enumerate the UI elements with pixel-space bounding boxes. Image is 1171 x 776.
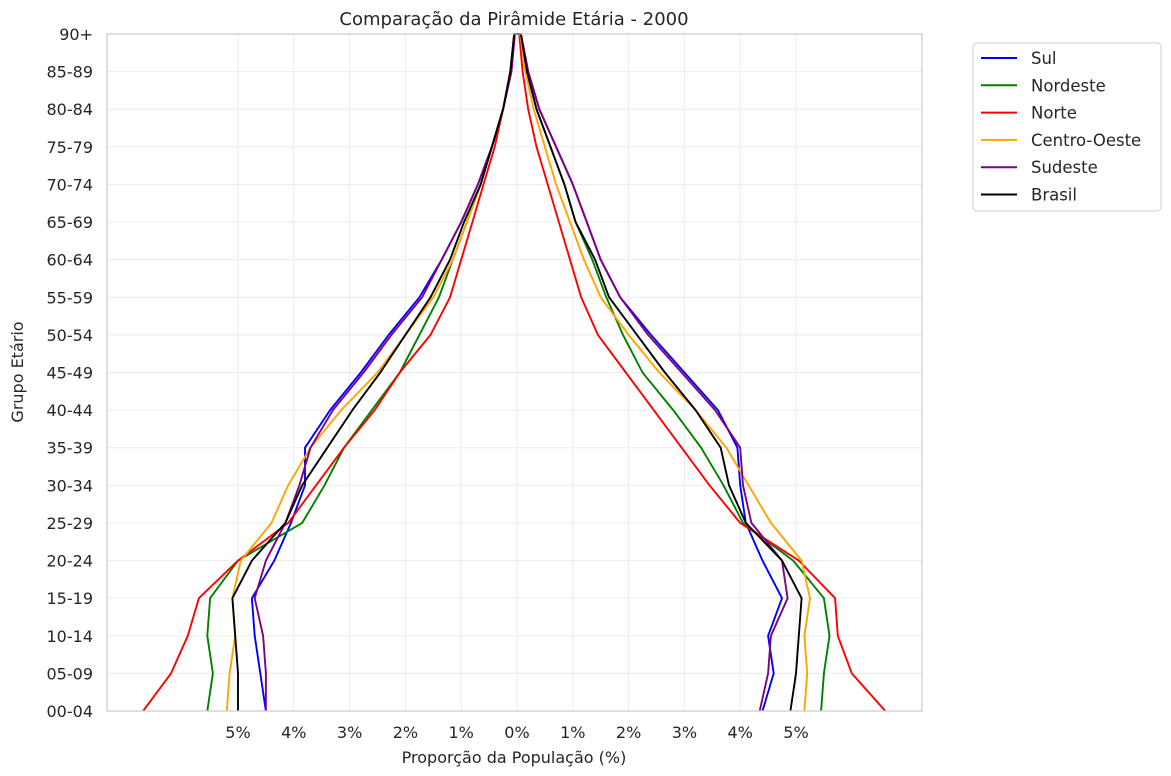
y-tick-label: 15-19 <box>47 589 94 608</box>
x-tick-label: 2% <box>393 723 418 742</box>
y-tick-label: 00-04 <box>47 702 94 721</box>
x-tick-label: 3% <box>337 723 362 742</box>
legend-label: Nordeste <box>1031 76 1106 95</box>
x-tick-label: 4% <box>728 723 753 742</box>
x-axis-title: Proporção da População (%) <box>402 748 627 767</box>
y-tick-label: 65-69 <box>47 213 94 232</box>
y-tick-label: 80-84 <box>47 100 94 119</box>
legend-label: Sudeste <box>1031 158 1098 177</box>
y-tick-label: 90+ <box>59 25 93 44</box>
legend-box <box>972 42 1162 212</box>
plot-frame <box>106 33 923 712</box>
y-tick-label: 35-39 <box>47 439 94 458</box>
y-tick-label: 60-64 <box>47 251 94 270</box>
legend-label: Norte <box>1031 104 1077 123</box>
legend-label: Centro-Oeste <box>1031 131 1141 150</box>
y-tick-label: 45-49 <box>47 364 94 383</box>
x-tick-label: 5% <box>783 723 808 742</box>
x-tick-label: 5% <box>225 723 250 742</box>
x-tick-labels: 5% 4% 3% 2% 1% 0% 1% 2% 3% 4% 5% <box>225 723 808 742</box>
grid-lines <box>107 33 922 712</box>
y-tick-label: 25-29 <box>47 514 94 533</box>
chart-title: Comparação da Pirâmide Etária - 2000 <box>339 9 688 30</box>
x-tick-label: 0% <box>504 723 529 742</box>
y-tick-label: 30-34 <box>47 476 94 495</box>
x-tick-label: 1% <box>449 723 474 742</box>
x-tick-label: 3% <box>672 723 697 742</box>
y-tick-label: 75-79 <box>47 138 94 157</box>
y-tick-label: 10-14 <box>47 627 94 646</box>
legend-label: Sul <box>1031 49 1057 68</box>
y-tick-label: 20-24 <box>47 552 94 571</box>
y-axis-title: Grupo Etário <box>8 321 27 422</box>
y-tick-label: 05-09 <box>47 664 94 683</box>
x-tick-label: 2% <box>616 723 641 742</box>
legend-label: Brasil <box>1031 186 1077 205</box>
y-tick-label: 85-89 <box>47 63 94 82</box>
y-tick-label: 55-59 <box>47 288 94 307</box>
x-tick-label: 4% <box>281 723 306 742</box>
y-tick-labels: 00-04 05-09 10-14 15-19 20-24 25-29 30-34 35-39… <box>47 25 94 721</box>
legend: Sul Nordeste Norte Centro-Oeste Sudeste Brasi… <box>972 42 1162 212</box>
y-tick-label: 40-44 <box>47 401 94 420</box>
y-tick-label: 50-54 <box>47 326 94 345</box>
x-tick-label: 1% <box>560 723 585 742</box>
y-tick-label: 70-74 <box>47 175 94 194</box>
